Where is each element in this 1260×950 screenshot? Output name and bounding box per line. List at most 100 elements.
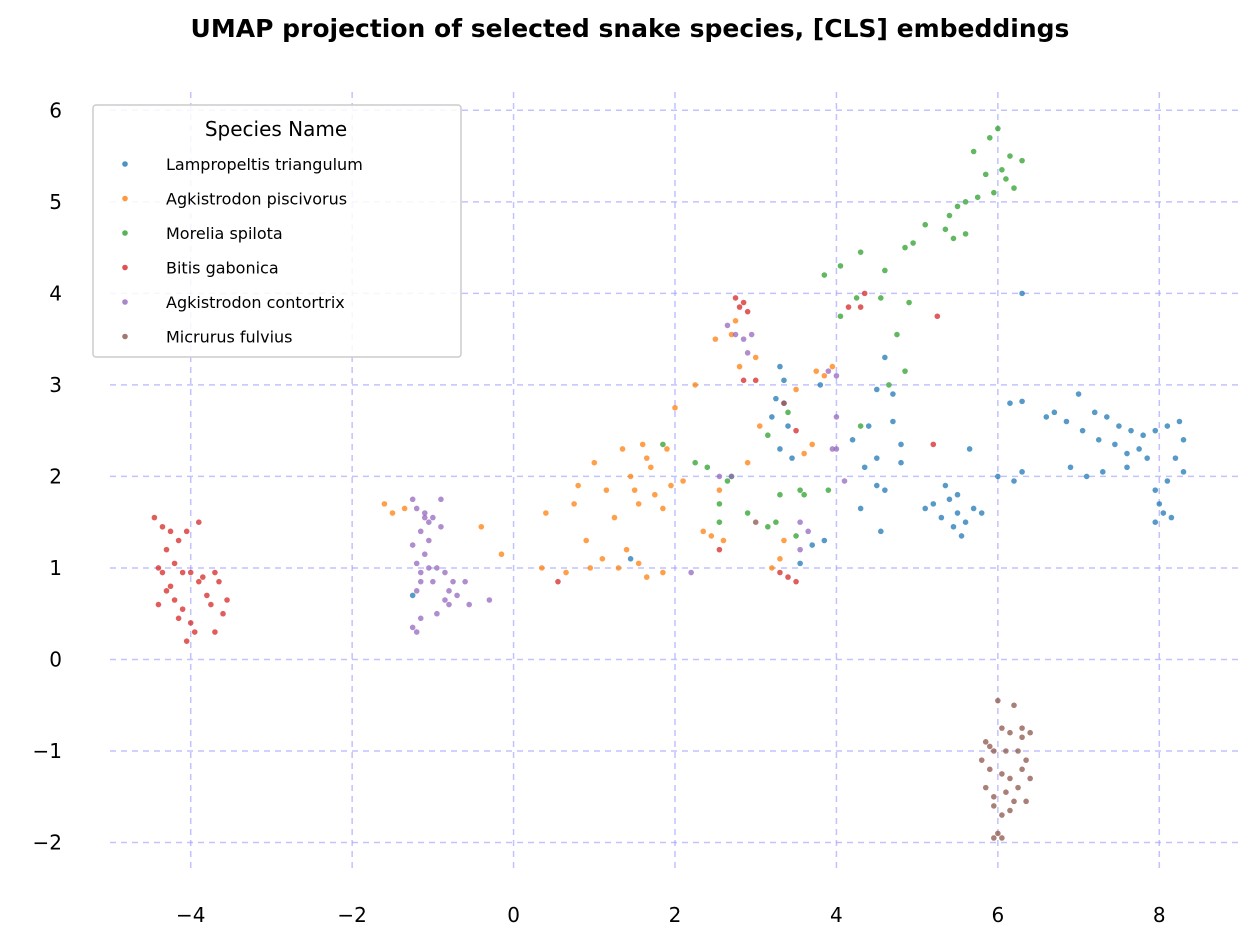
scatter-point: [1067, 464, 1074, 471]
scatter-point: [409, 542, 416, 548]
scatter-point: [454, 592, 460, 599]
legend-box: [92, 104, 462, 358]
scatter-point: [179, 569, 186, 576]
scatter-point: [1007, 775, 1013, 782]
scatter-point: [793, 533, 799, 539]
scatter-point: [878, 295, 884, 301]
scatter-point: [421, 551, 428, 558]
scatter-point: [732, 331, 739, 338]
scatter-point: [966, 446, 973, 452]
scatter-point: [1019, 725, 1025, 731]
scatter-point: [986, 134, 993, 141]
scatter-point: [1152, 487, 1159, 493]
scatter-point: [1180, 469, 1187, 475]
scatter-point: [793, 578, 799, 585]
scatter-point: [1003, 748, 1009, 754]
scatter-point: [1176, 418, 1183, 425]
scatter-point: [171, 597, 178, 603]
scatter-point: [982, 784, 989, 791]
scatter-point: [865, 423, 872, 429]
y-tick-label: 2: [49, 464, 62, 488]
scatter-point: [886, 382, 892, 388]
scatter-point: [212, 569, 218, 576]
scatter-point: [220, 610, 226, 617]
scatter-point: [922, 505, 929, 512]
scatter-point: [1083, 473, 1090, 480]
scatter-point: [785, 423, 791, 429]
scatter-point: [200, 574, 206, 580]
scatter-point: [204, 592, 210, 599]
scatter-point: [413, 505, 420, 512]
scatter-point: [1043, 414, 1050, 420]
scatter-point: [426, 537, 432, 544]
scatter-point: [845, 304, 852, 310]
scatter-point: [1019, 469, 1025, 475]
scatter-point: [434, 610, 440, 617]
legend-marker: [122, 230, 128, 236]
y-tick-label: −1: [33, 739, 62, 763]
scatter-point: [1168, 514, 1175, 521]
scatter-point: [857, 304, 864, 310]
scatter-point: [571, 501, 577, 507]
scatter-point: [430, 514, 436, 521]
scatter-point: [849, 437, 856, 443]
scatter-point: [1007, 729, 1013, 736]
scatter-point: [417, 528, 424, 535]
y-tick-label: 0: [49, 647, 62, 671]
scatter-point: [442, 569, 448, 576]
scatter-point: [712, 336, 719, 342]
scatter-point: [555, 578, 561, 585]
scatter-point: [446, 588, 452, 594]
scatter-point: [660, 441, 666, 448]
scatter-point: [857, 505, 864, 512]
scatter-point: [167, 528, 174, 535]
x-tick-label: 6: [991, 903, 1004, 927]
scatter-point: [708, 533, 715, 539]
scatter-point: [187, 569, 194, 576]
scatter-point: [413, 629, 420, 635]
scatter-point: [873, 386, 880, 393]
scatter-point: [894, 331, 900, 338]
scatter-point: [438, 523, 444, 530]
scatter-point: [785, 574, 791, 580]
scatter-point: [978, 757, 985, 763]
scatter-point: [785, 409, 791, 416]
y-tick-label: 4: [49, 281, 62, 305]
tick-layer: −4 −2 0 2 4 6 8 −2 −1 0 1 2 3 4 5 6: [33, 98, 1166, 927]
scatter-point: [1075, 391, 1082, 397]
scatter-point: [813, 368, 820, 374]
scatter-point: [882, 354, 888, 361]
scatter-point: [1019, 734, 1025, 741]
scatter-point: [635, 560, 642, 567]
scatter-point: [950, 235, 957, 242]
legend-label: Morelia spilota: [166, 224, 283, 243]
scatter-point: [163, 588, 170, 594]
scatter-point: [413, 588, 420, 594]
scatter-point: [175, 615, 182, 622]
scatter-point: [991, 189, 997, 196]
scatter-point: [995, 125, 1001, 132]
scatter-point: [591, 459, 598, 466]
scatter-point: [478, 523, 485, 530]
scatter-point: [922, 221, 929, 228]
scatter-point: [668, 482, 674, 489]
scatter-point: [995, 830, 1001, 837]
scatter-point: [151, 514, 158, 521]
scatter-point: [631, 487, 638, 493]
scatter-point: [1112, 441, 1118, 448]
scatter-point: [781, 377, 787, 384]
scatter-point: [970, 148, 977, 155]
scatter-point: [934, 313, 941, 320]
scatter-point: [748, 331, 755, 338]
scatter-point: [692, 459, 698, 466]
scatter-point: [466, 601, 472, 608]
scatter-point: [692, 382, 698, 388]
scatter-point: [773, 395, 779, 402]
scatter-point: [890, 391, 896, 397]
scatter-point: [1007, 807, 1013, 814]
scatter-point: [647, 464, 654, 471]
scatter-point: [1019, 157, 1025, 164]
scatter-point: [1160, 510, 1167, 516]
scatter-point: [740, 299, 747, 306]
